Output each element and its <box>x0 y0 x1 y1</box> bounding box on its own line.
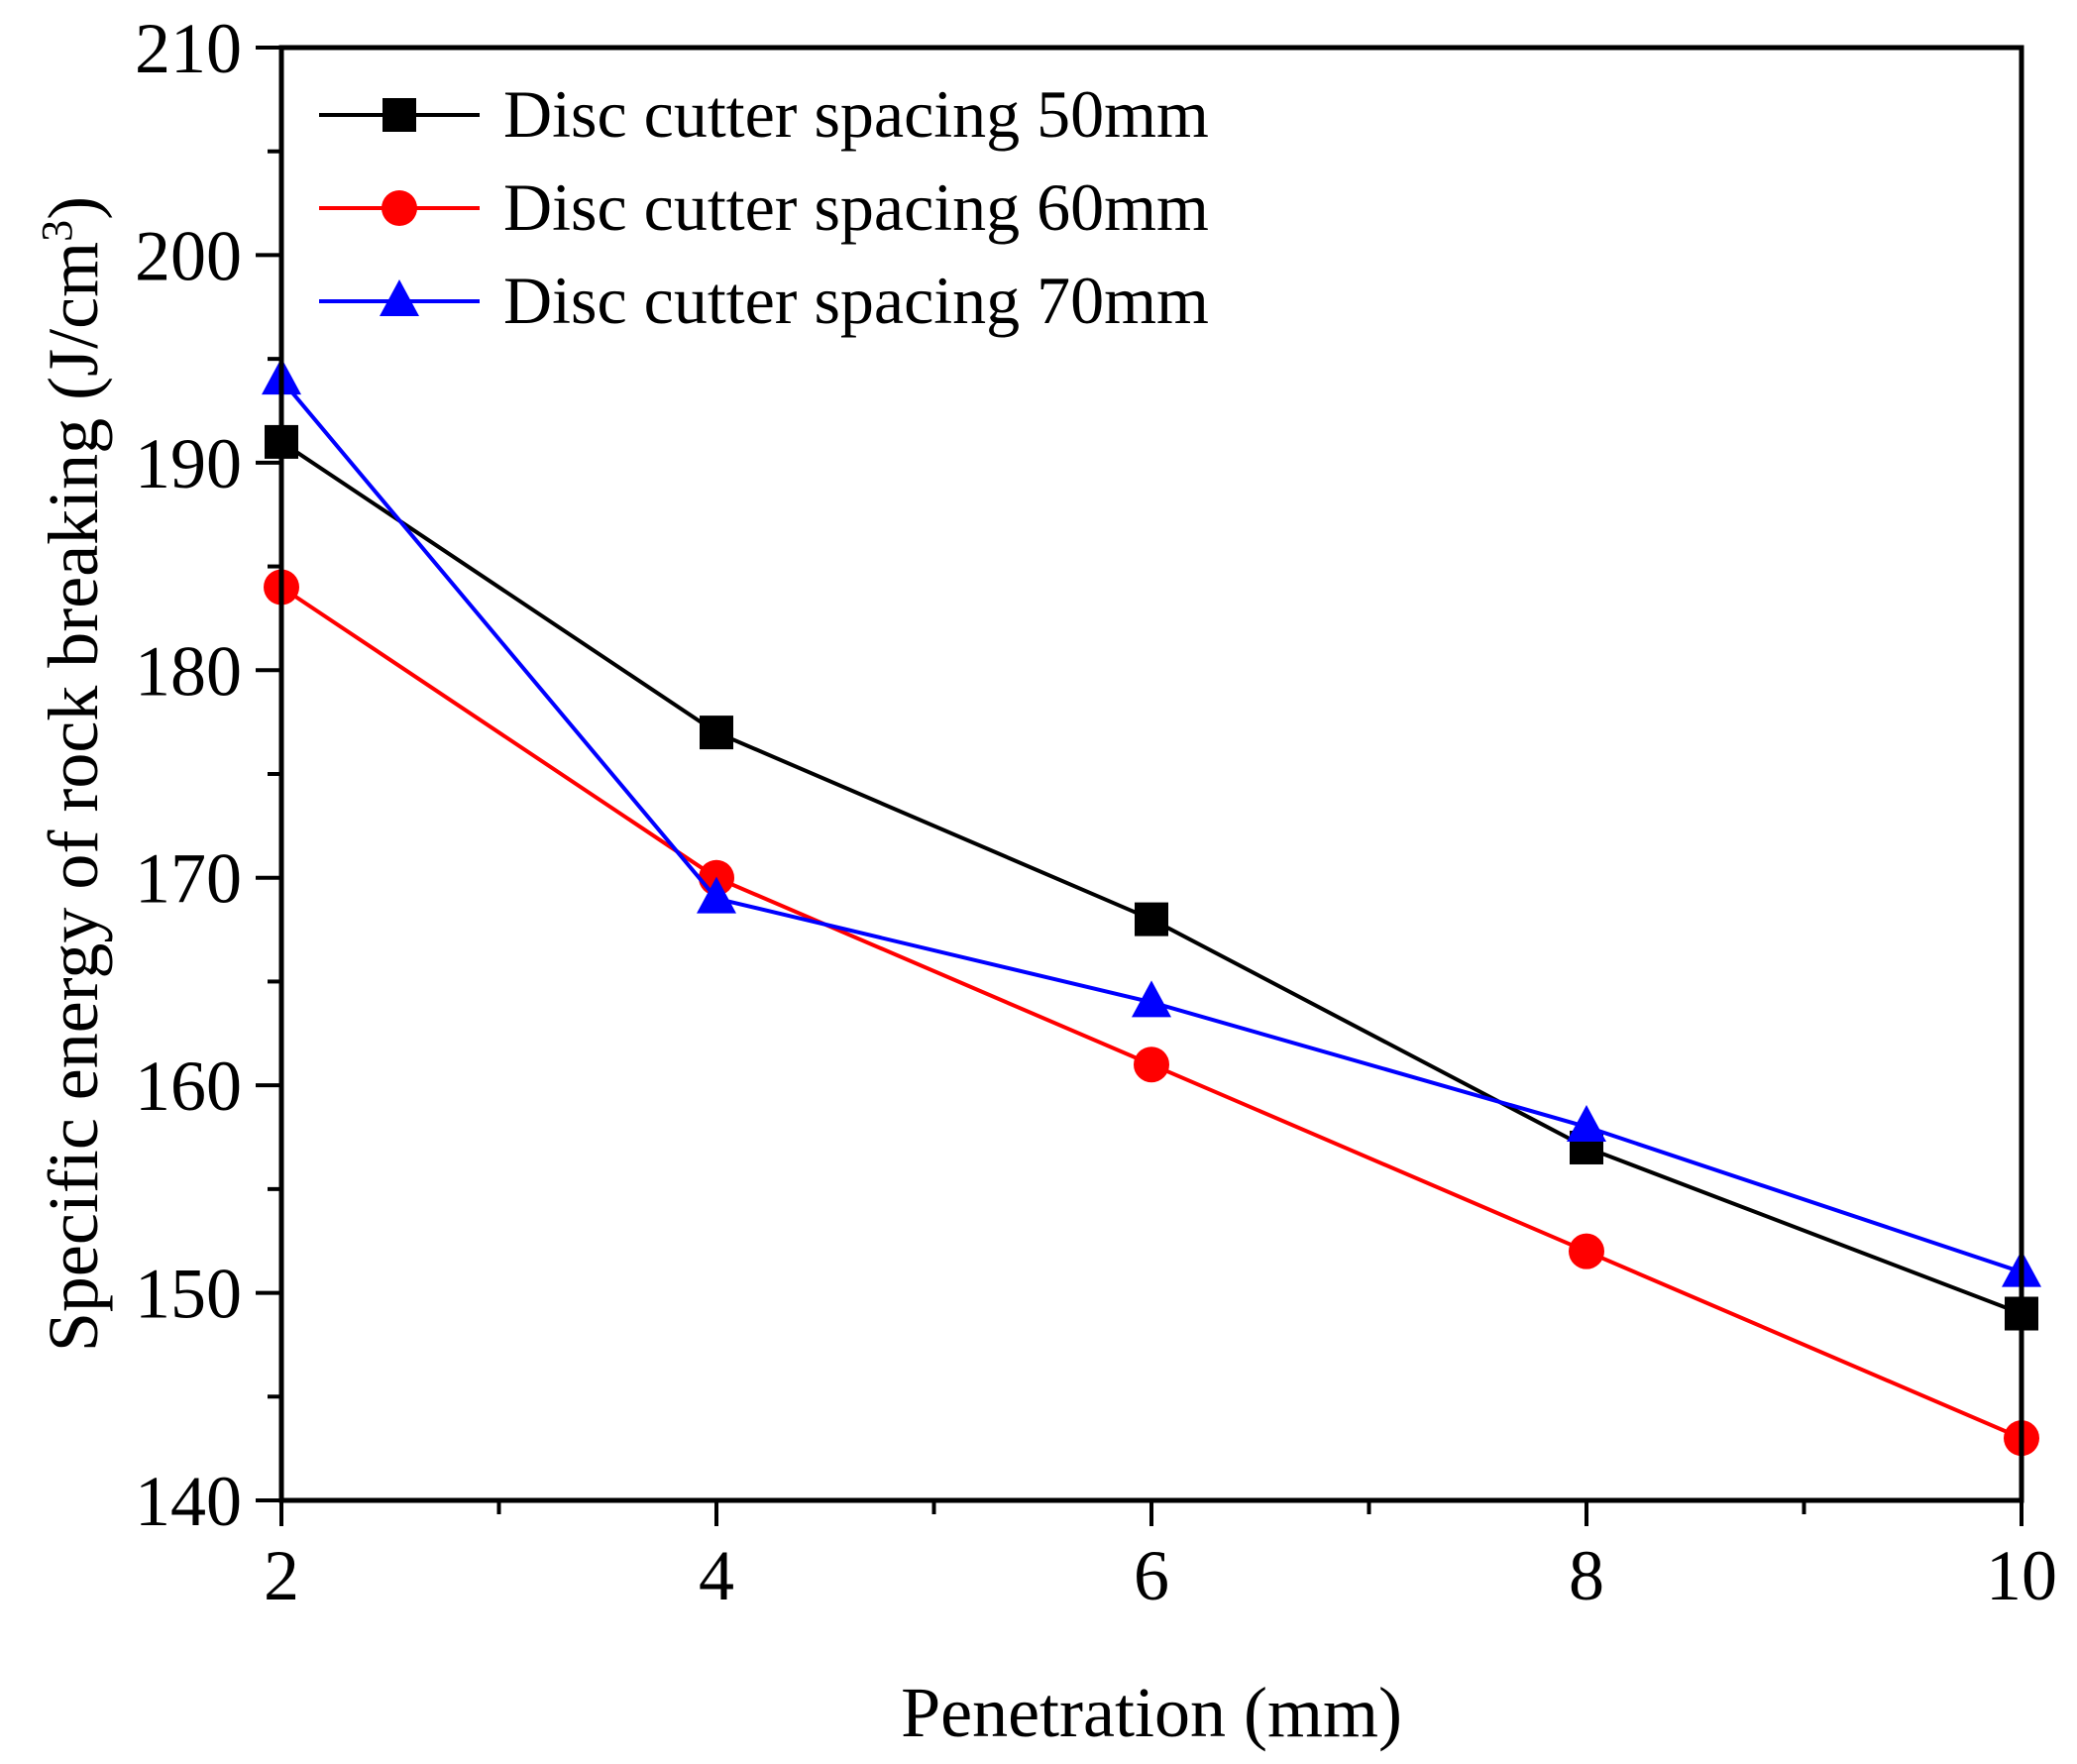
y-axis-title: Specific energy of rock breaking (J/cm3) <box>33 196 113 1352</box>
data-point <box>697 876 736 914</box>
series-line <box>279 378 2022 1274</box>
legend-item: Disc cutter spacing 50mm <box>319 76 1209 152</box>
x-tick-label: 8 <box>1569 1536 1604 1615</box>
data-point <box>1569 1233 1604 1269</box>
series-1 <box>265 424 2038 1331</box>
legend-label: Disc cutter spacing 60mm <box>503 169 1209 245</box>
y-tick-label: 200 <box>135 216 242 295</box>
y-tick-label: 180 <box>135 631 242 711</box>
x-tick-label: 2 <box>264 1536 299 1615</box>
data-point <box>1567 1105 1606 1143</box>
data-point <box>1135 902 1168 937</box>
y-tick-label: 160 <box>135 1047 242 1126</box>
series-3 <box>262 358 2041 1287</box>
y-tick-label: 170 <box>135 839 242 919</box>
y-tick-label: 140 <box>135 1462 242 1541</box>
x-tick-label: 6 <box>1134 1536 1169 1615</box>
x-tick-label: 4 <box>699 1536 734 1615</box>
series-lines <box>262 358 2041 1457</box>
data-point <box>1134 1047 1169 1083</box>
legend-item: Disc cutter spacing 60mm <box>319 169 1209 245</box>
legend-label: Disc cutter spacing 50mm <box>503 76 1209 152</box>
y-tick-label: 190 <box>135 424 242 503</box>
legend-marker <box>382 190 417 226</box>
x-tick-label: 10 <box>1986 1536 2057 1615</box>
tick-labels: 2 4 6 8 10 140 150 160 170 180 190 200 210 <box>135 9 2057 1615</box>
data-point <box>700 716 733 750</box>
legend: Disc cutter spacing 50mm Disc cutter spac… <box>319 76 1209 338</box>
legend-marker <box>380 279 419 316</box>
x-axis-title: Penetration (mm) <box>901 1673 1402 1752</box>
y-tick-label: 210 <box>135 9 242 88</box>
legend-label: Disc cutter spacing 70mm <box>503 263 1209 338</box>
legend-marker <box>383 98 416 132</box>
data-point <box>1132 980 1171 1018</box>
legend-item: Disc cutter spacing 70mm <box>319 263 1209 338</box>
y-tick-label: 150 <box>135 1255 242 1334</box>
plot-frame <box>278 45 2024 1503</box>
